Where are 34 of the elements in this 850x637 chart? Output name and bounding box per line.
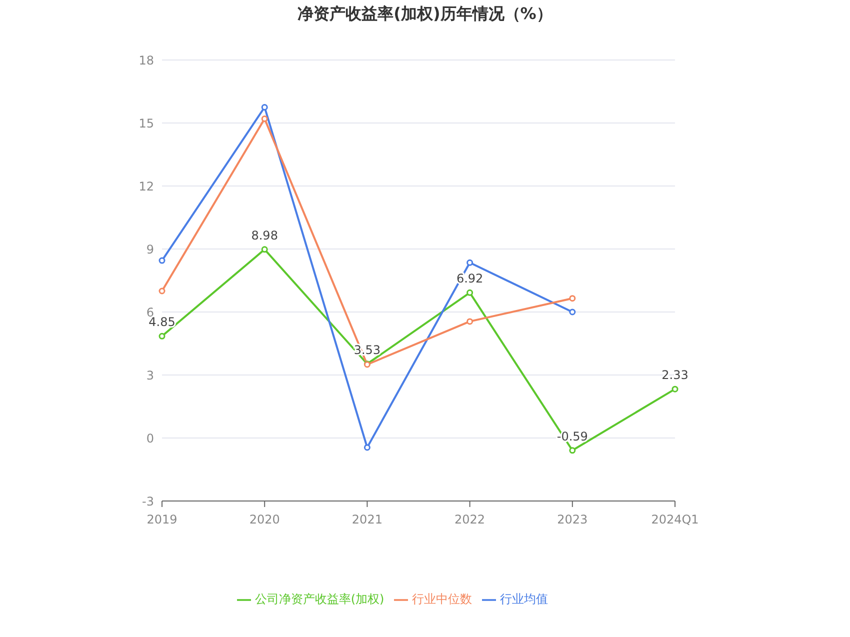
point: [158, 257, 166, 264]
y-tick-label: -3: [142, 494, 154, 508]
y-tick-label: 0: [146, 431, 154, 446]
data-label: 8.98: [251, 228, 278, 242]
chart-title: 净资产收益率(加权)历年情况（%）: [296, 4, 554, 25]
x-tick-label: 2019: [146, 512, 178, 527]
point: [672, 386, 678, 392]
y-tick-label: 15: [138, 116, 154, 130]
x-tick-label: 2024Q1: [651, 512, 699, 527]
y-tick-label: 12: [138, 179, 154, 194]
point: [466, 259, 474, 266]
y-tick-label: 9: [146, 242, 154, 256]
x-tick-label: 2020: [249, 512, 280, 527]
x-tick-label: 2022: [454, 512, 486, 527]
point: [261, 246, 268, 253]
legend-label: 公司净资产收益率(加权): [254, 592, 384, 606]
point: [569, 447, 576, 454]
point: [364, 444, 370, 451]
x-tick-label: 2023: [557, 512, 588, 527]
data-label: 4.85: [148, 315, 176, 330]
legend-label: 行业中位数: [412, 592, 472, 606]
x-tick-label: 2021: [352, 512, 382, 527]
point: [466, 289, 474, 296]
point: [261, 104, 268, 110]
y-tick-label: 18: [138, 53, 154, 68]
y-tick-label: 3: [146, 368, 154, 382]
legend-label: 行业均值: [500, 592, 548, 606]
data-label: 2.33: [662, 368, 688, 382]
point: [158, 288, 166, 294]
point: [261, 116, 268, 122]
point: [569, 308, 576, 316]
point: [569, 295, 576, 302]
point: [158, 332, 166, 340]
point: [466, 318, 474, 325]
